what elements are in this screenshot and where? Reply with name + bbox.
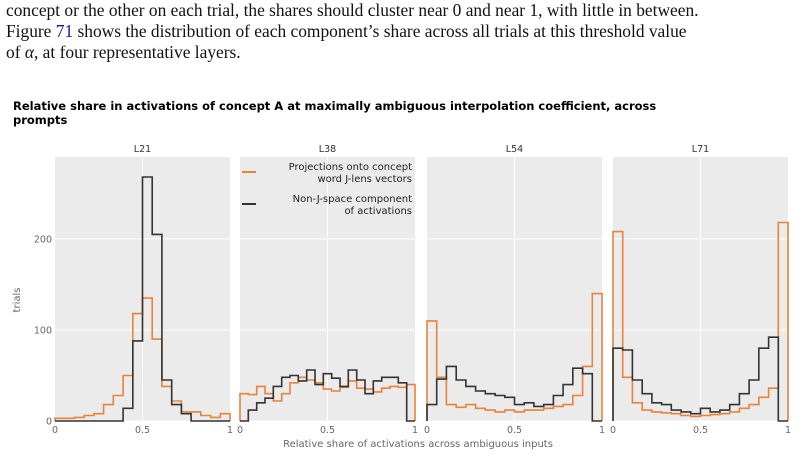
x-tick-label: 0 [610,425,616,436]
panel-l71: L71 0 0.5 1 [610,144,791,436]
figure-title-line-1: Relative share in activations of concept… [13,99,656,113]
figure-title-line-2: prompts [13,113,68,127]
y-axis-label: trials [12,288,23,313]
body-paragraph: concept or the other on each trial, the … [6,0,798,63]
y-tick-label: 200 [34,234,52,245]
y-tick-label: 0 [46,417,52,428]
non-j-histogram-line [55,176,230,422]
paragraph-text: shows the distribution of each component… [73,21,687,41]
non-j-histogram-line [612,336,788,422]
legend-label: word J-lens vectors [317,174,412,185]
alpha-symbol: α [24,42,34,62]
x-tick-label: 0 [237,425,243,436]
legend-label: of activations [344,206,412,217]
panel-l54: L54 0 0.5 1 [424,144,605,436]
paragraph-text: of [6,42,25,62]
x-tick-label: 0.5 [320,425,335,436]
projection-histogram-line [612,221,789,421]
non-j-histogram-line [426,365,602,422]
panel-title: L71 [692,144,709,155]
legend-label: Non-J-space component [293,194,412,205]
paragraph-line-3: of α, at four representative layers. [6,42,798,63]
x-tick-label: 0.5 [135,425,150,436]
x-tick-label: 1 [227,425,233,436]
x-tick-label: 0 [424,425,430,436]
projection-histogram-line [426,292,603,421]
panel-title: L21 [134,144,151,155]
paragraph-line-1: concept or the other on each trial, the … [6,0,699,20]
x-tick-label: 1 [599,425,605,436]
non-j-histogram-line [240,369,415,422]
legend-label: Projections onto concept [289,162,412,173]
x-tick-label: 1 [785,425,791,436]
panel-title: L54 [506,144,523,155]
figure-reference-link[interactable]: 71 [55,21,74,41]
x-tick-label: 0.5 [693,425,708,436]
panel-l38: L38 0 0.5 1 [237,144,418,436]
x-axis-label: Relative share of activations across amb… [283,439,553,450]
projection-histogram-line [239,376,416,421]
y-tick-label: 100 [34,325,52,336]
panel-l21: L21 0 0.5 1 [52,144,233,436]
x-tick-label: 0.5 [507,425,522,436]
paragraph-text: Figure [6,21,56,41]
paragraph-line-2: Figure 71 shows the distribution of each… [6,21,798,42]
x-tick-label: 1 [412,425,418,436]
paragraph-text: , at four representative layers. [33,42,241,62]
x-tick-label: 0 [52,425,58,436]
panel-title: L38 [319,144,336,155]
